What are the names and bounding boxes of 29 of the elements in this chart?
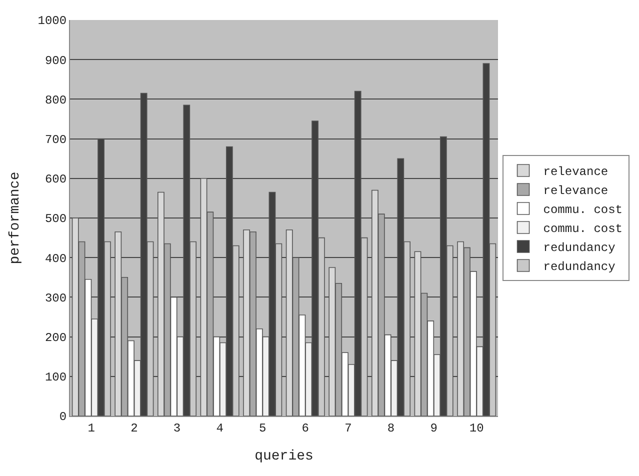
y-tick-label: 700 <box>44 133 67 147</box>
x-tick-label: 10 <box>469 421 484 436</box>
legend-label: relevance <box>543 184 608 198</box>
x-tick-label: 8 <box>387 421 395 436</box>
y-tick-label: 100 <box>44 370 67 385</box>
y-tick-label: 900 <box>44 54 67 68</box>
y-tick-label: 800 <box>44 93 67 108</box>
x-tick-label: 4 <box>216 421 224 436</box>
x-tick-label: 9 <box>430 421 438 436</box>
x-tick-label: 5 <box>259 421 266 436</box>
legend-label: redundancy <box>543 241 616 256</box>
y-tick-label: 600 <box>44 172 67 187</box>
y-axis-title: performance <box>7 172 24 264</box>
x-tick-label: 1 <box>88 421 95 436</box>
legend-label: redundancy <box>543 260 616 274</box>
y-tick-label: 500 <box>44 212 67 226</box>
x-tick-label: 3 <box>173 421 181 436</box>
x-tick-label: 6 <box>302 421 309 436</box>
y-tick-label: 0 <box>59 410 67 424</box>
x-axis-title: queries <box>254 448 314 465</box>
y-tick-label: 1000 <box>38 14 67 28</box>
y-tick-label: 300 <box>44 291 67 306</box>
y-tick-label: 400 <box>44 252 67 266</box>
x-tick-label: 7 <box>344 421 352 436</box>
legend-label: commu. cost <box>543 222 622 236</box>
x-tick-label: 2 <box>130 421 138 436</box>
legend-label: commu. cost <box>543 203 622 218</box>
legend-label: relevance <box>543 165 608 180</box>
y-tick-label: 200 <box>44 331 67 345</box>
